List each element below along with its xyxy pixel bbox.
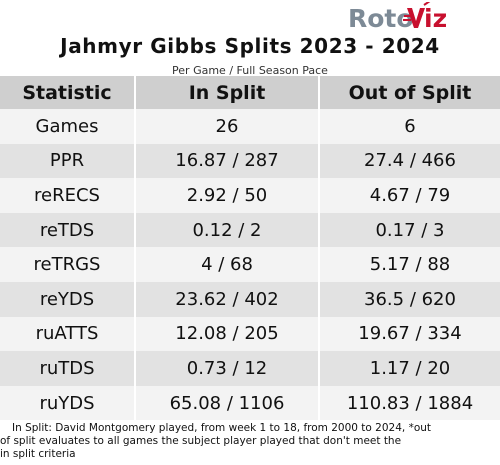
cell-statistic: reTDS (0, 212, 135, 248)
logo-text-viz: iz (424, 4, 447, 32)
splits-table: Statistic In Split Out of Split Games 26… (0, 76, 500, 421)
table-row: reTDS 0.12 / 2 0.17 / 3 (0, 212, 500, 248)
cell-in-split: 16.87 / 287 (134, 143, 319, 179)
cell-statistic: reYDS (0, 281, 135, 317)
logo-text-roto: Roto (348, 4, 414, 32)
cell-statistic: ruATTS (0, 316, 135, 352)
cell-out-of-split: 36.5 / 620 (318, 281, 500, 317)
cell-statistic: reRECS (0, 178, 135, 213)
cell-in-split: 26 (134, 109, 319, 144)
table-row: ruATTS 12.08 / 205 19.67 / 334 (0, 316, 500, 352)
table-row: ruYDS 65.08 / 1106 110.83 / 1884 (0, 385, 500, 421)
rotoviz-logo-mark: Roto iz (348, 2, 447, 32)
cell-in-split: 12.08 / 205 (134, 316, 319, 352)
header-statistic: Statistic (0, 76, 135, 109)
cell-out-of-split: 1.17 / 20 (318, 351, 500, 386)
table-header-row: Statistic In Split Out of Split (0, 76, 500, 109)
cell-statistic: reTRGS (0, 247, 135, 282)
page-title: Jahmyr Gibbs Splits 2023 - 2024 (60, 34, 440, 58)
cell-in-split: 4 / 68 (134, 247, 319, 282)
cell-in-split: 0.12 / 2 (134, 212, 319, 248)
cell-statistic: ruTDS (0, 351, 135, 386)
header-out-of-split: Out of Split (318, 76, 500, 109)
table-row: Games 26 6 (0, 109, 500, 144)
cell-out-of-split: 4.67 / 79 (318, 178, 500, 213)
footnote-line-2: of split evaluates to all games the subj… (0, 435, 402, 447)
cell-out-of-split: 5.17 / 88 (318, 247, 500, 282)
logo-v-mark (403, 2, 431, 28)
footnote-line-1: In Split: David Montgomery played, from … (12, 422, 432, 434)
page-subtitle: Per Game / Full Season Pace (172, 64, 328, 77)
cell-statistic: ruYDS (0, 385, 135, 421)
cell-in-split: 2.92 / 50 (134, 178, 319, 213)
table-row: ruTDS 0.73 / 12 1.17 / 20 (0, 351, 500, 386)
cell-out-of-split: 0.17 / 3 (318, 212, 500, 248)
cell-out-of-split: 27.4 / 466 (318, 143, 500, 179)
rotoviz-logo: Roto iz (348, 2, 448, 32)
table-row: reRECS 2.92 / 50 4.67 / 79 (0, 178, 500, 213)
cell-out-of-split: 110.83 / 1884 (318, 385, 500, 421)
table-row: PPR 16.87 / 287 27.4 / 466 (0, 143, 500, 179)
cell-in-split: 23.62 / 402 (134, 281, 319, 317)
cell-statistic: PPR (0, 143, 135, 179)
footnote-line-3: in split criteria (0, 448, 76, 460)
cell-out-of-split: 6 (318, 109, 500, 144)
table-row: reYDS 23.62 / 402 36.5 / 620 (0, 281, 500, 317)
footnote: In Split: David Montgomery played, from … (0, 422, 500, 461)
cell-in-split: 65.08 / 1106 (134, 385, 319, 421)
cell-in-split: 0.73 / 12 (134, 351, 319, 386)
cell-out-of-split: 19.67 / 334 (318, 316, 500, 352)
header-in-split: In Split (134, 76, 319, 109)
table-row: reTRGS 4 / 68 5.17 / 88 (0, 247, 500, 282)
cell-statistic: Games (0, 109, 135, 144)
